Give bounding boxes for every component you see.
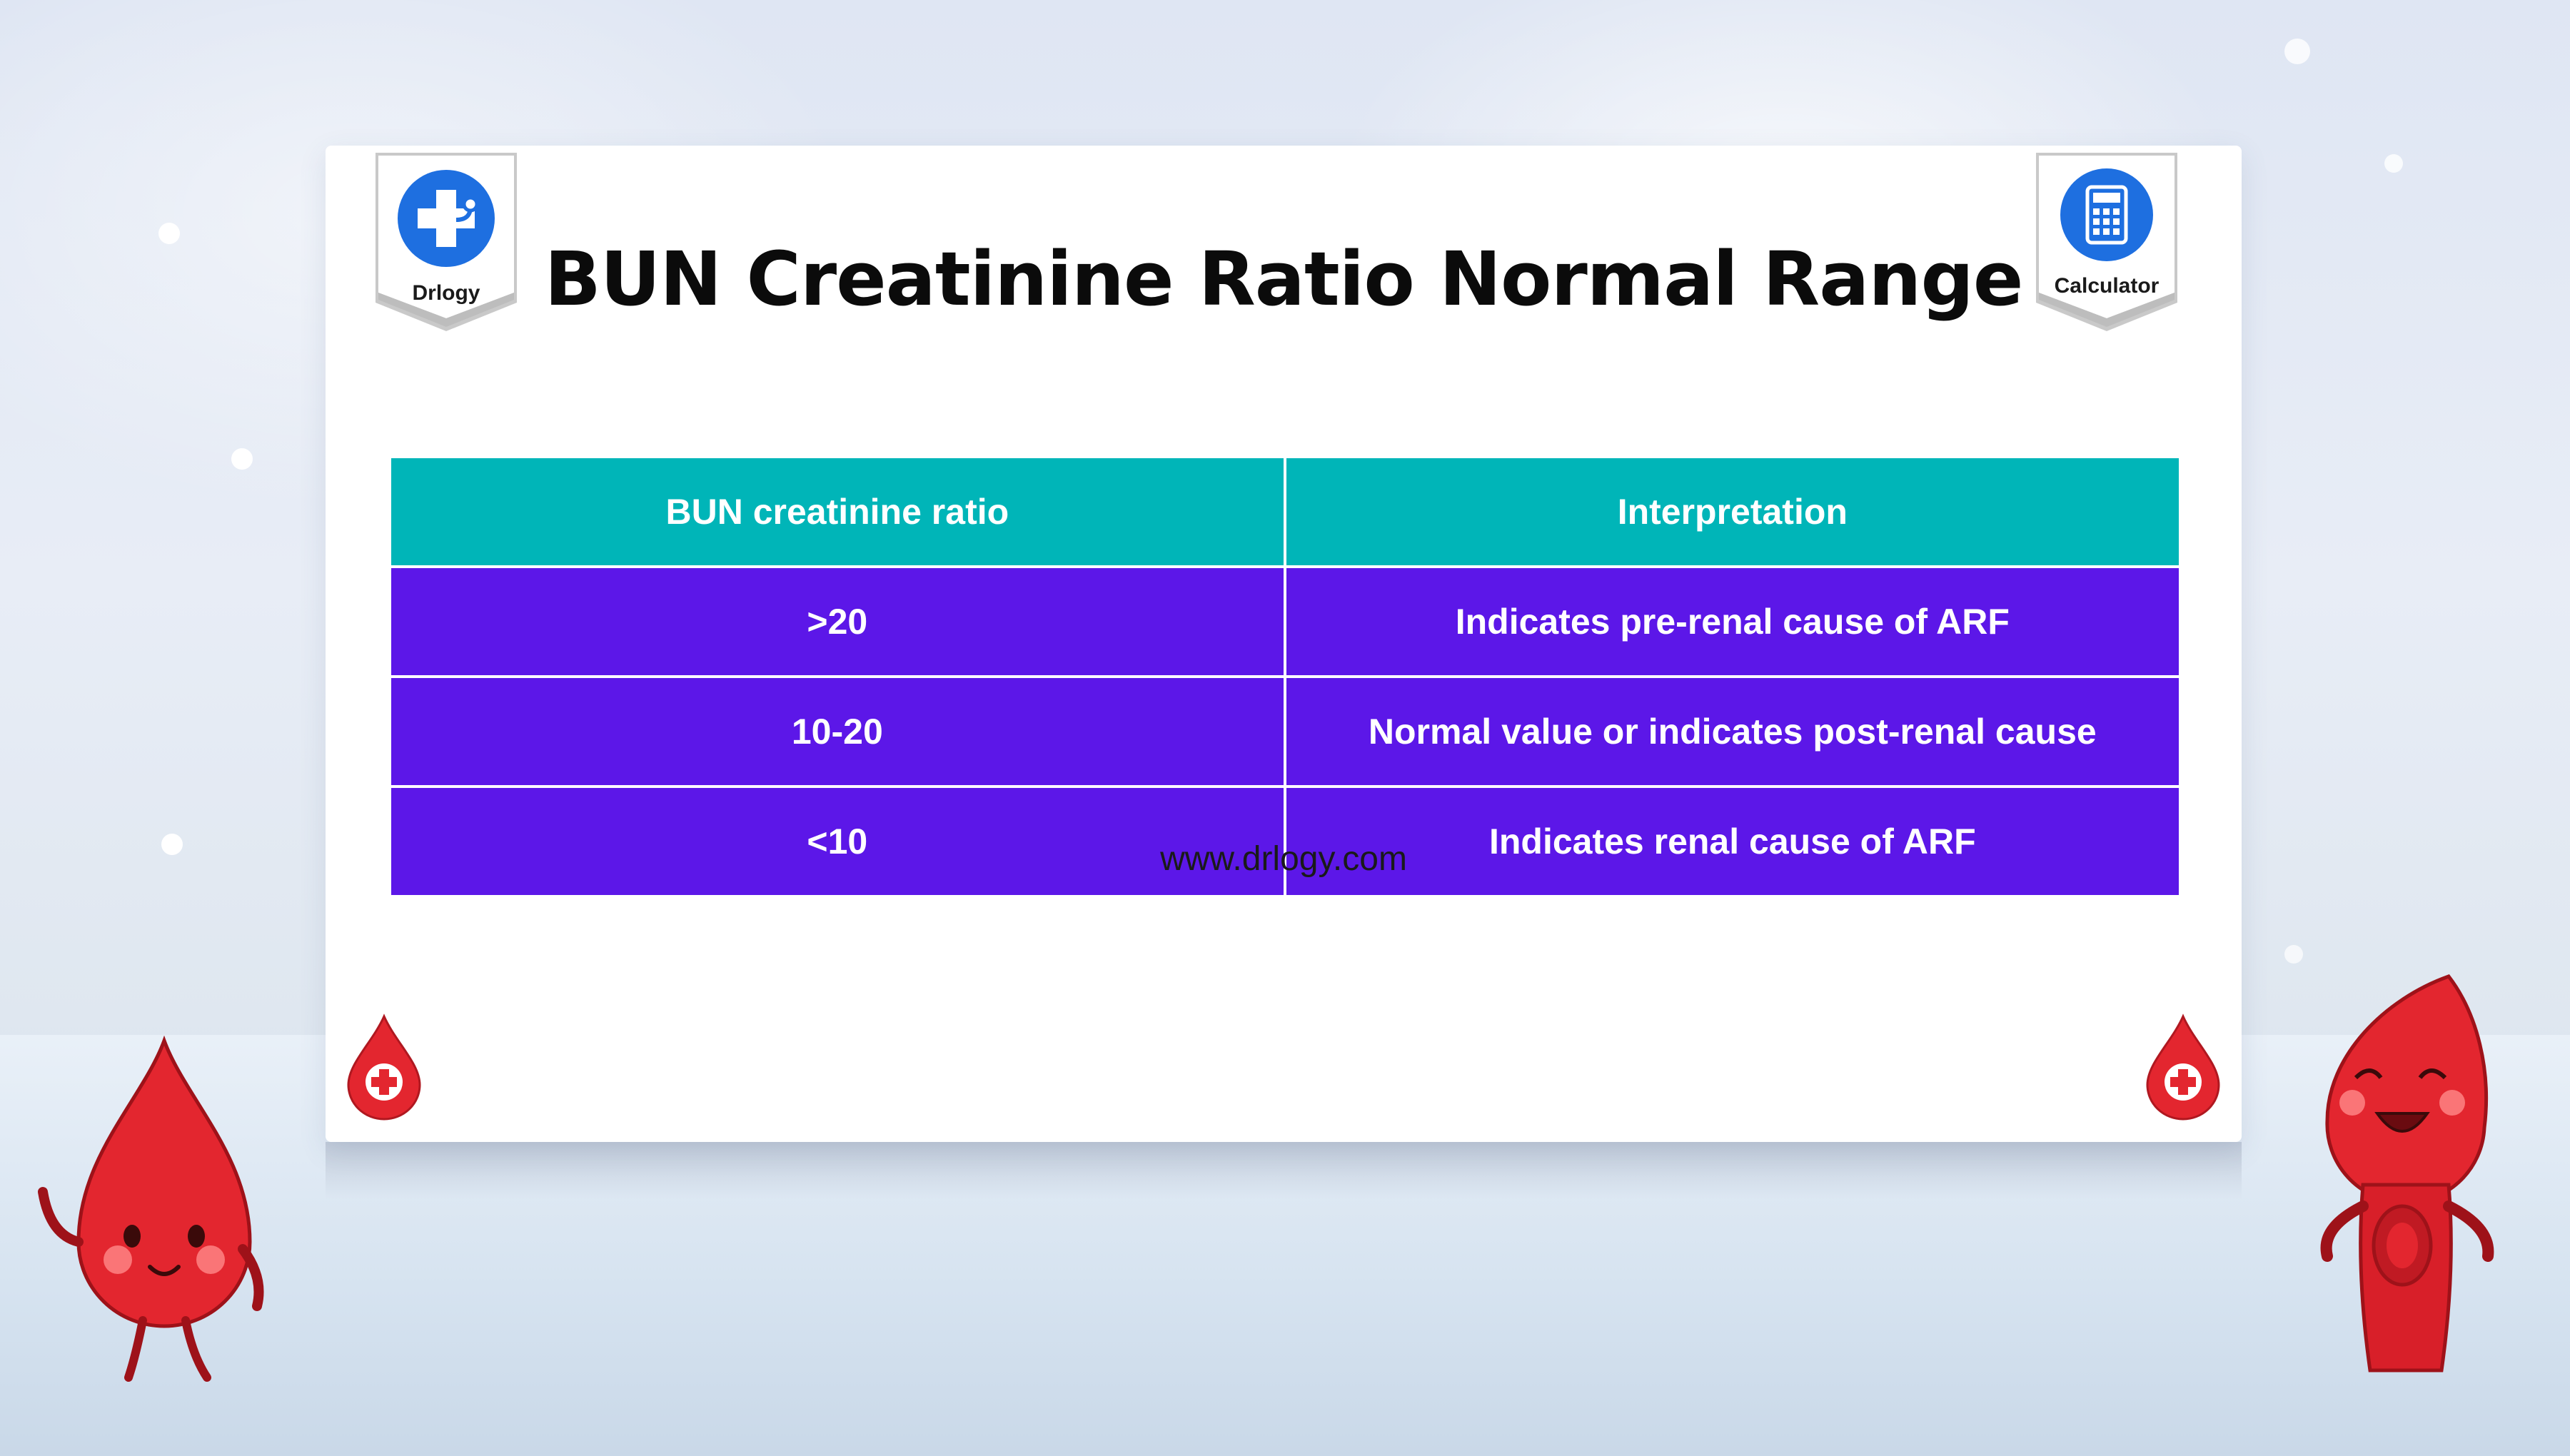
table-row: 10-20 Normal value or indicates post-ren…	[388, 675, 2182, 788]
snow-dot	[231, 448, 253, 470]
blood-drop-plus-icon	[347, 1013, 421, 1121]
content-card: Drlogy BUN Creatinine Ratio Normal Range…	[326, 146, 2242, 1142]
drlogy-label: Drlogy	[412, 281, 480, 305]
blood-drop-plus-icon	[2146, 1013, 2220, 1121]
snow-dot	[158, 223, 180, 244]
table-row: <10 Indicates renal cause of ARF	[388, 785, 2182, 898]
table-header-row: BUN creatinine ratio Interpretation	[388, 455, 2182, 568]
calculator-badge[interactable]: Calculator	[2036, 153, 2177, 331]
snow-dot	[2284, 39, 2310, 64]
calculator-icon	[2060, 168, 2153, 261]
ratio-cell: >20	[388, 565, 1286, 678]
drlogy-badge[interactable]: Drlogy	[376, 153, 517, 331]
card-shadow	[326, 1142, 2242, 1199]
column-header-ratio: BUN creatinine ratio	[388, 455, 1286, 568]
ratio-table: BUN creatinine ratio Interpretation >20 …	[388, 455, 2182, 898]
blood-drop-mascot	[38, 1035, 264, 1382]
calculator-label: Calculator	[2054, 274, 2160, 298]
snow-dot	[161, 834, 183, 855]
ratio-cell: <10	[388, 785, 1286, 898]
table-row: >20 Indicates pre-renal cause of ARF	[388, 565, 2182, 678]
blood-character-mascot	[2320, 974, 2494, 1372]
interpretation-cell: Normal value or indicates post-renal cau…	[1283, 675, 2182, 788]
snow-dot	[2384, 154, 2403, 173]
column-header-interpretation: Interpretation	[1283, 455, 2182, 568]
footer-url[interactable]: www.drlogy.com	[1160, 840, 1407, 878]
interpretation-cell: Indicates renal cause of ARF	[1283, 785, 2182, 898]
stethoscope-cross-icon	[398, 170, 495, 267]
ratio-cell: 10-20	[388, 675, 1286, 788]
page-title: BUN Creatinine Ratio Normal Range	[544, 236, 2024, 323]
interpretation-cell: Indicates pre-renal cause of ARF	[1283, 565, 2182, 678]
snow-dot	[2284, 945, 2303, 964]
